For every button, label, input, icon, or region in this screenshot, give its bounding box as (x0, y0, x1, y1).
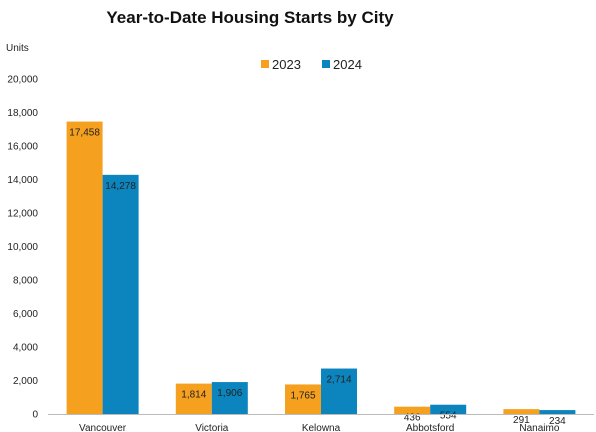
y-tick-label: 20,000 (7, 75, 38, 86)
legend-swatch (261, 60, 269, 68)
y-tick-label: 16,000 (7, 142, 38, 153)
bar-2023-vancouver (66, 121, 103, 415)
bar-2024-victoria (211, 382, 248, 414)
bar-2023-nanaimo (503, 409, 540, 414)
x-axis: Vancouver Victoria Kelowna Abbotsford Nanaim… (48, 414, 594, 432)
data-label: 436 (404, 413, 421, 424)
y-tick-label: 2,000 (13, 376, 38, 387)
bars: 17,458 14,278 1,814 1,906 1,765 2,714 436 554 29… (66, 121, 576, 427)
data-label: 1,906 (217, 388, 242, 399)
data-label: 2,714 (326, 375, 351, 386)
bar-2023-victoria (175, 383, 212, 414)
y-tick-label: 6,000 (13, 309, 38, 320)
bar-2024-abbotsford (430, 404, 467, 414)
data-label: 554 (440, 411, 457, 422)
category-label: Vancouver (79, 423, 127, 432)
bar-2024-vancouver (102, 174, 139, 414)
data-label: 1,814 (181, 390, 206, 401)
y-tick-label: 10,000 (7, 242, 38, 253)
category-label: Abbotsford (406, 423, 454, 432)
data-label: 17,458 (69, 128, 100, 139)
data-label: 1,765 (290, 390, 315, 401)
category-label: Nanaimo (519, 423, 559, 432)
category-label: Kelowna (302, 423, 341, 432)
y-tick-label: 18,000 (7, 108, 38, 119)
y-tick-label: 4,000 (13, 343, 38, 354)
data-label: 234 (549, 416, 566, 427)
bar-2023-abbotsford (394, 406, 431, 414)
y-tick-label: 8,000 (13, 276, 38, 287)
chart-title: Year-to-Date Housing Starts by City (106, 8, 394, 27)
y-tick-label: 0 (32, 410, 38, 421)
bar-2024-kelowna (321, 368, 357, 414)
legend: 2023 2024 (261, 57, 362, 72)
y-tick-label: 14,000 (7, 175, 38, 186)
data-label: 291 (513, 415, 530, 426)
legend-label: 2023 (272, 57, 301, 72)
bar-2024-nanaimo (539, 410, 576, 414)
legend-label: 2024 (333, 57, 362, 72)
y-axis: 0 2,000 4,000 6,000 8,000 10,000 12,000 14,000 1… (7, 75, 38, 421)
y-tick-label: 12,000 (7, 209, 38, 220)
y-axis-unit-label: Units (6, 43, 29, 54)
bar-2023-kelowna (285, 384, 321, 414)
category-label: Victoria (195, 423, 229, 432)
legend-swatch (322, 60, 330, 68)
data-label: 14,278 (105, 181, 136, 192)
